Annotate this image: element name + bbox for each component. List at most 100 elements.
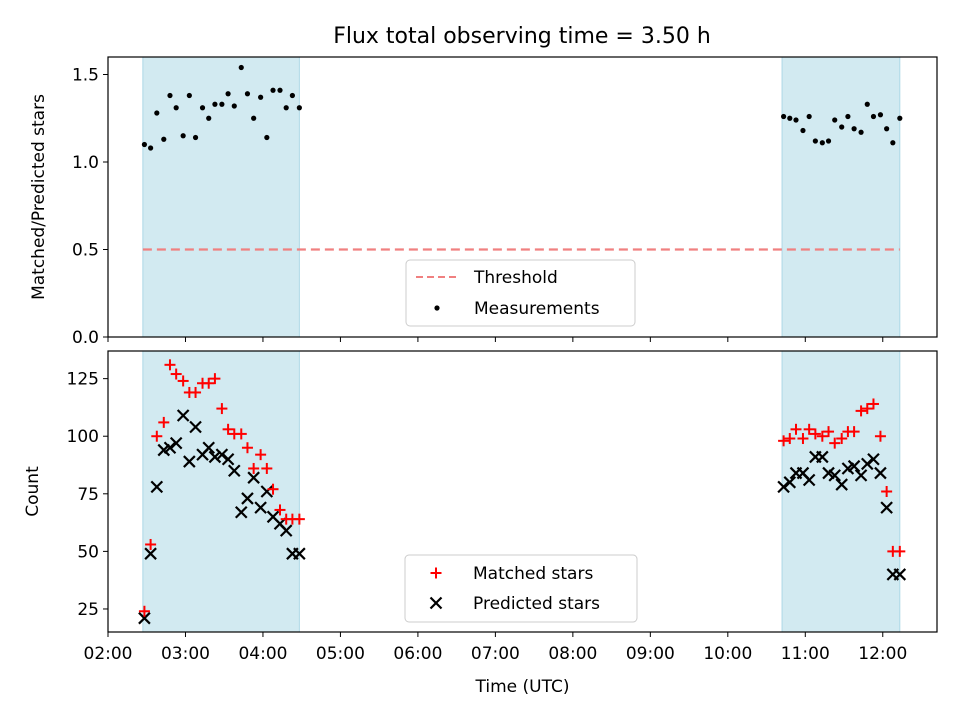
count-panel: 25 50 75 100 125 02:00 03:00 04:00 05:00 06:00 07…: [23, 350, 938, 697]
measurement-point: [244, 91, 251, 97]
matched-star-point: [177, 375, 189, 387]
measurement-point: [180, 133, 186, 139]
matched-star-point: [235, 428, 247, 440]
matched-star-point: [209, 373, 221, 385]
predicted-star-point: [893, 568, 907, 581]
matched-star-point: [293, 513, 305, 525]
x-axis-label: Time (UTC): [475, 677, 570, 697]
measurement-point: [167, 92, 173, 99]
legend-predicted-swatch: [429, 596, 443, 610]
count-plot-frame: [107, 350, 938, 633]
predicted-star-point: [854, 469, 868, 482]
y-tick-label: 125: [67, 370, 99, 390]
measurement-point: [884, 126, 890, 132]
matched-star-point: [145, 538, 157, 550]
ratio-legend-box: [405, 259, 636, 327]
x-tick-label: 10:00: [703, 644, 752, 664]
measurement-point: [787, 115, 793, 121]
matched-star-point: [823, 426, 835, 438]
measurement-point: [296, 105, 302, 111]
measurement-point: [793, 117, 799, 123]
y-tick-label: 50: [77, 542, 99, 562]
measurement-point: [258, 94, 264, 100]
measurement-point: [251, 115, 257, 121]
y-tick-label: 75: [77, 485, 99, 505]
y-tick-label: 1.5: [72, 66, 99, 86]
measurement-point: [231, 103, 237, 109]
x-tick-label: 11:00: [781, 644, 830, 664]
predicted-star-point: [183, 455, 196, 468]
measurement-point: [173, 105, 179, 111]
predicted-star-point: [150, 480, 164, 494]
legend-measurements-label: Measurements: [474, 299, 600, 319]
measurement-point: [270, 87, 276, 93]
legend-measurement-swatch: [434, 305, 440, 311]
legend-predicted-label: Predicted stars: [473, 594, 600, 614]
predicted-star-point: [802, 473, 816, 487]
x-tick-label: 03:00: [161, 644, 210, 664]
x-tick-label: 05:00: [316, 644, 365, 664]
predicted-star-point: [847, 459, 861, 473]
measurement-point: [890, 140, 896, 146]
x-tick-label: 02:00: [84, 644, 133, 664]
predicted-star-point: [828, 469, 842, 482]
y-tick-label: 100: [67, 427, 99, 447]
predicted-star-point: [880, 501, 893, 514]
measurement-point: [812, 138, 818, 144]
matched-star-point: [164, 359, 176, 371]
x-tick-label: 07:00: [471, 644, 520, 664]
predicted-star-point: [783, 476, 797, 489]
legend-cross-marker: [429, 596, 443, 610]
predicted-star-point: [215, 448, 229, 461]
measurement-point: [832, 117, 838, 123]
ratio-plot-frame: [107, 56, 938, 338]
measurement-point: [819, 140, 825, 146]
matched-star-point: [803, 423, 815, 435]
measurement-point: [877, 112, 884, 118]
predicted-star-point: [816, 450, 829, 464]
predicted-star-point: [163, 441, 177, 455]
count-legend: Matched stars Predicted stars: [404, 554, 638, 623]
x-tick-label: 09:00: [626, 644, 675, 664]
measurement-point: [141, 141, 148, 148]
measurement-point: [199, 105, 206, 111]
matched-star-point: [797, 433, 809, 445]
observing-window-band: [781, 350, 901, 633]
predicted-star-point: [228, 464, 241, 478]
predicted-star-point: [867, 452, 880, 466]
y-tick-label: 1.0: [72, 153, 99, 173]
measurement-point: [277, 87, 283, 93]
measurement-point: [851, 126, 857, 132]
matched-star-point: [848, 426, 860, 438]
predicted-star-point: [260, 485, 274, 498]
predicted-star-point: [176, 409, 190, 422]
predicted-star-point: [202, 441, 215, 455]
y-tick-label: 25: [77, 600, 99, 620]
ratio-legend: Threshold Measurements: [405, 259, 636, 327]
matched-star-point: [855, 405, 867, 417]
measurement-point: [161, 136, 167, 142]
predicted-star-point: [293, 547, 306, 560]
matched-star-point: [784, 433, 796, 445]
matched-star-point: [274, 504, 286, 516]
measurement-point: [206, 115, 212, 121]
measurement-point: [192, 134, 199, 141]
x-tick-label: 04:00: [238, 644, 287, 664]
legend-threshold-label: Threshold: [473, 268, 558, 288]
matched-star-point: [816, 430, 828, 442]
measurement-point: [858, 129, 864, 135]
matched-star-point: [867, 398, 879, 410]
measurement-point: [283, 105, 289, 111]
count-legend-box: [404, 554, 638, 623]
matched-star-point: [255, 449, 267, 461]
observing-window-band: [781, 56, 901, 338]
matched-star-point: [190, 386, 202, 398]
observing-window-band: [142, 56, 300, 338]
ratio-panel: 0.0 0.5 1.0 1.5 Matched/Predicted stars Thr…: [29, 56, 938, 348]
measurement-point: [225, 91, 231, 97]
measurement-point: [186, 92, 192, 99]
x-tick-label: 06:00: [393, 644, 442, 664]
measurement-point: [897, 115, 903, 121]
measurement-point: [264, 134, 270, 141]
matched-star-point: [809, 428, 821, 440]
